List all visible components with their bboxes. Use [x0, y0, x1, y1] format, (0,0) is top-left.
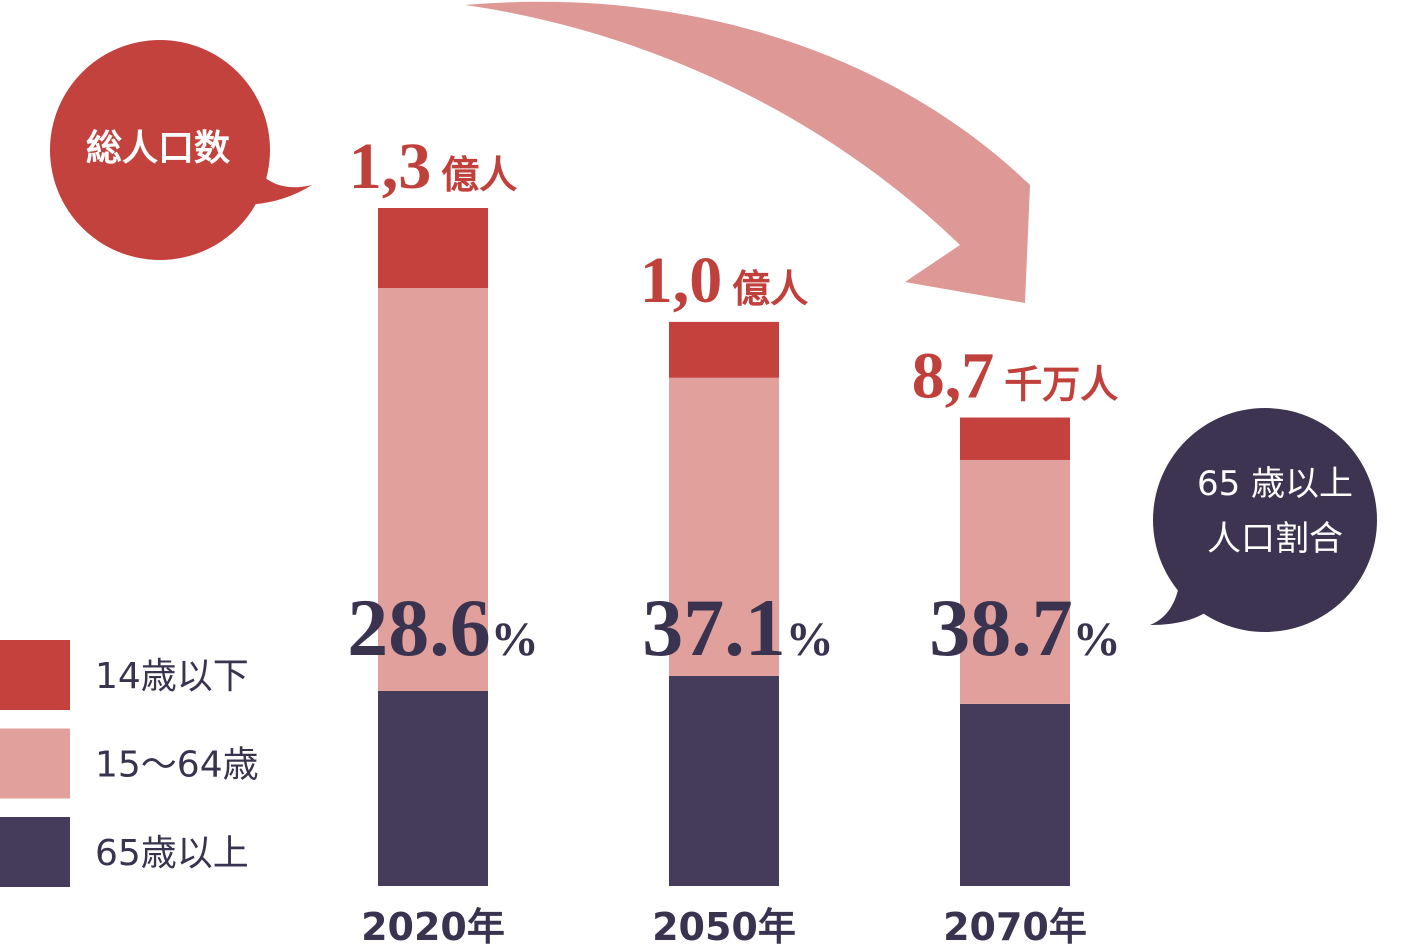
- share-number: 38.7: [929, 582, 1073, 673]
- bar-segment: [960, 459, 1070, 704]
- bar-segment: [378, 690, 488, 886]
- total-number: 1,3: [349, 130, 432, 203]
- share-label: 37.1%: [642, 582, 834, 673]
- share-unit: %: [491, 613, 539, 666]
- legend-swatch: [0, 728, 70, 799]
- share-unit: %: [1073, 613, 1121, 666]
- legend-swatch: [0, 817, 70, 887]
- total-number: 8,7: [912, 340, 995, 413]
- share-unit: %: [786, 613, 834, 666]
- total-callout: 総人口数: [50, 40, 312, 260]
- total-label: 1,0 億人: [640, 244, 809, 317]
- total-unit: 億人: [441, 153, 517, 197]
- bar-segment: [960, 703, 1070, 886]
- legend-label: 15〜64歳: [95, 745, 259, 786]
- x-tick-label: 2050年: [652, 905, 796, 947]
- x-tick-label: 2070年: [943, 905, 1087, 947]
- share-label: 28.6%: [347, 582, 539, 673]
- share-number: 37.1: [642, 582, 786, 673]
- bar-segment: [378, 208, 488, 289]
- total-unit: 億人: [732, 267, 808, 311]
- total-label: 1,3 億人: [349, 130, 518, 203]
- x-tick-label: 2020年: [361, 905, 505, 947]
- legend-label: 65歳以上: [95, 833, 249, 874]
- bar-segment: [378, 288, 488, 691]
- bar-segment: [669, 675, 779, 886]
- total-label: 8,7 千万人: [912, 340, 1119, 413]
- bar-segment: [669, 321, 779, 378]
- total-unit: 千万人: [1004, 363, 1118, 407]
- trend-arrow: [465, 1, 1030, 303]
- share-label: 38.7%: [929, 582, 1121, 673]
- bar-segment: [669, 377, 779, 676]
- callout-text: 人口割合: [1207, 519, 1343, 559]
- callout-text: 総人口数: [86, 128, 230, 169]
- legend-swatch: [0, 640, 70, 710]
- legend-label: 14歳以下: [95, 656, 249, 697]
- share-callout: 65 歳以上 人口割合: [1150, 408, 1377, 632]
- bar-segment: [960, 417, 1070, 460]
- callout-text: 65 歳以上: [1197, 464, 1353, 504]
- total-number: 1,0: [640, 244, 723, 317]
- share-number: 28.6: [347, 582, 491, 673]
